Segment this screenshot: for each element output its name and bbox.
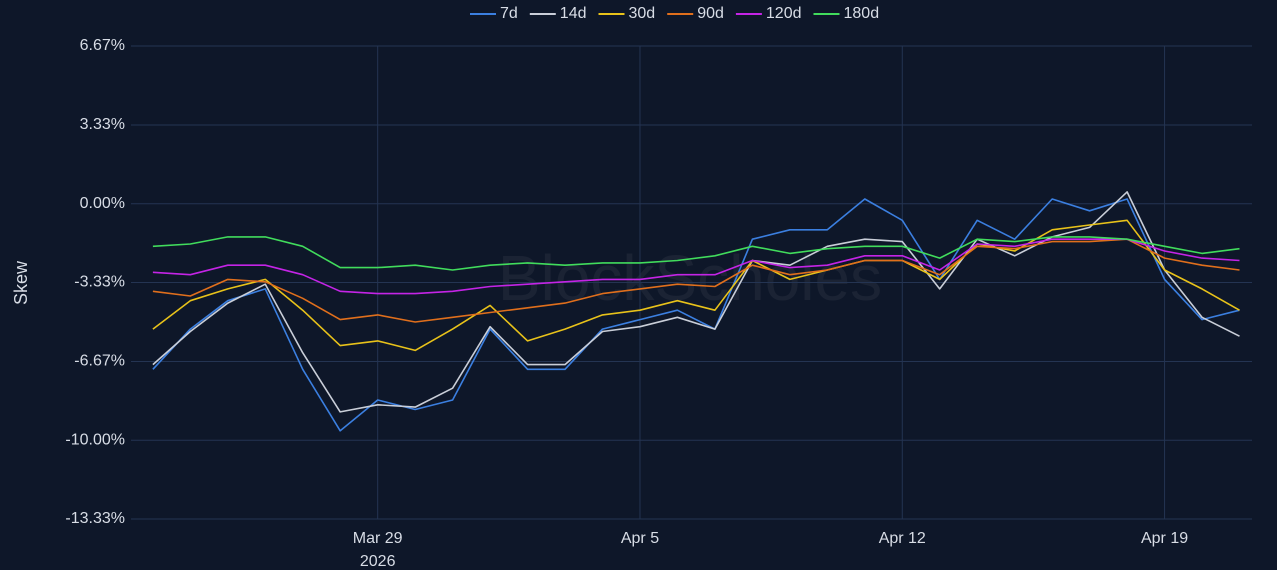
series-line — [152, 198, 1240, 432]
legend-label: 90d — [697, 5, 724, 22]
y-tick-label: 6.67% — [80, 37, 125, 54]
legend-item[interactable]: 30d — [598, 5, 656, 22]
legend-item[interactable]: 90d — [667, 5, 724, 22]
legend-item[interactable]: 180d — [813, 5, 880, 22]
legend: 7d 14d 30d 90d 120d 180d — [470, 5, 879, 22]
x-tick-label: Mar 29 — [353, 530, 403, 547]
legend-label: 120d — [766, 5, 802, 22]
y-tick-label: -13.33% — [65, 510, 125, 527]
x-tick-label: Apr 12 — [879, 530, 926, 547]
series-line — [152, 236, 1240, 271]
y-tick-label: 3.33% — [80, 116, 125, 133]
y-tick-label: -3.33% — [74, 274, 125, 291]
watermark: BlockScholes — [498, 242, 882, 314]
y-tick-label: -6.67% — [74, 353, 125, 370]
x-year-label: 2026 — [360, 553, 396, 570]
series-line — [152, 219, 1240, 352]
legend-item[interactable]: 14d — [529, 5, 587, 22]
y-tick-label: -10.00% — [65, 431, 125, 448]
x-tick-label: Apr 19 — [1141, 530, 1188, 547]
series-line — [152, 238, 1240, 323]
y-axis-label: Skew — [11, 260, 31, 305]
legend-item[interactable]: 7d — [470, 5, 518, 22]
legend-label: 7d — [500, 5, 518, 22]
legend-item[interactable]: 120d — [735, 5, 802, 22]
series-line — [152, 191, 1240, 413]
legend-label: 14d — [560, 5, 587, 22]
y-tick-label: 0.00% — [80, 195, 125, 212]
legend-label: 180d — [844, 5, 880, 22]
legend-label: 30d — [629, 5, 656, 22]
series-line — [152, 238, 1240, 295]
x-tick-label: Apr 5 — [621, 530, 659, 547]
